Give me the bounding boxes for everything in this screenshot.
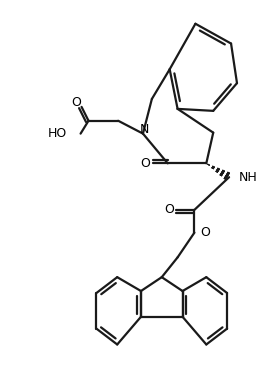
Text: O: O <box>164 203 174 216</box>
Text: O: O <box>200 226 210 239</box>
Text: N: N <box>139 123 149 136</box>
Text: NH: NH <box>239 171 258 184</box>
Text: O: O <box>72 96 82 110</box>
Text: HO: HO <box>47 127 67 140</box>
Text: O: O <box>140 157 150 170</box>
